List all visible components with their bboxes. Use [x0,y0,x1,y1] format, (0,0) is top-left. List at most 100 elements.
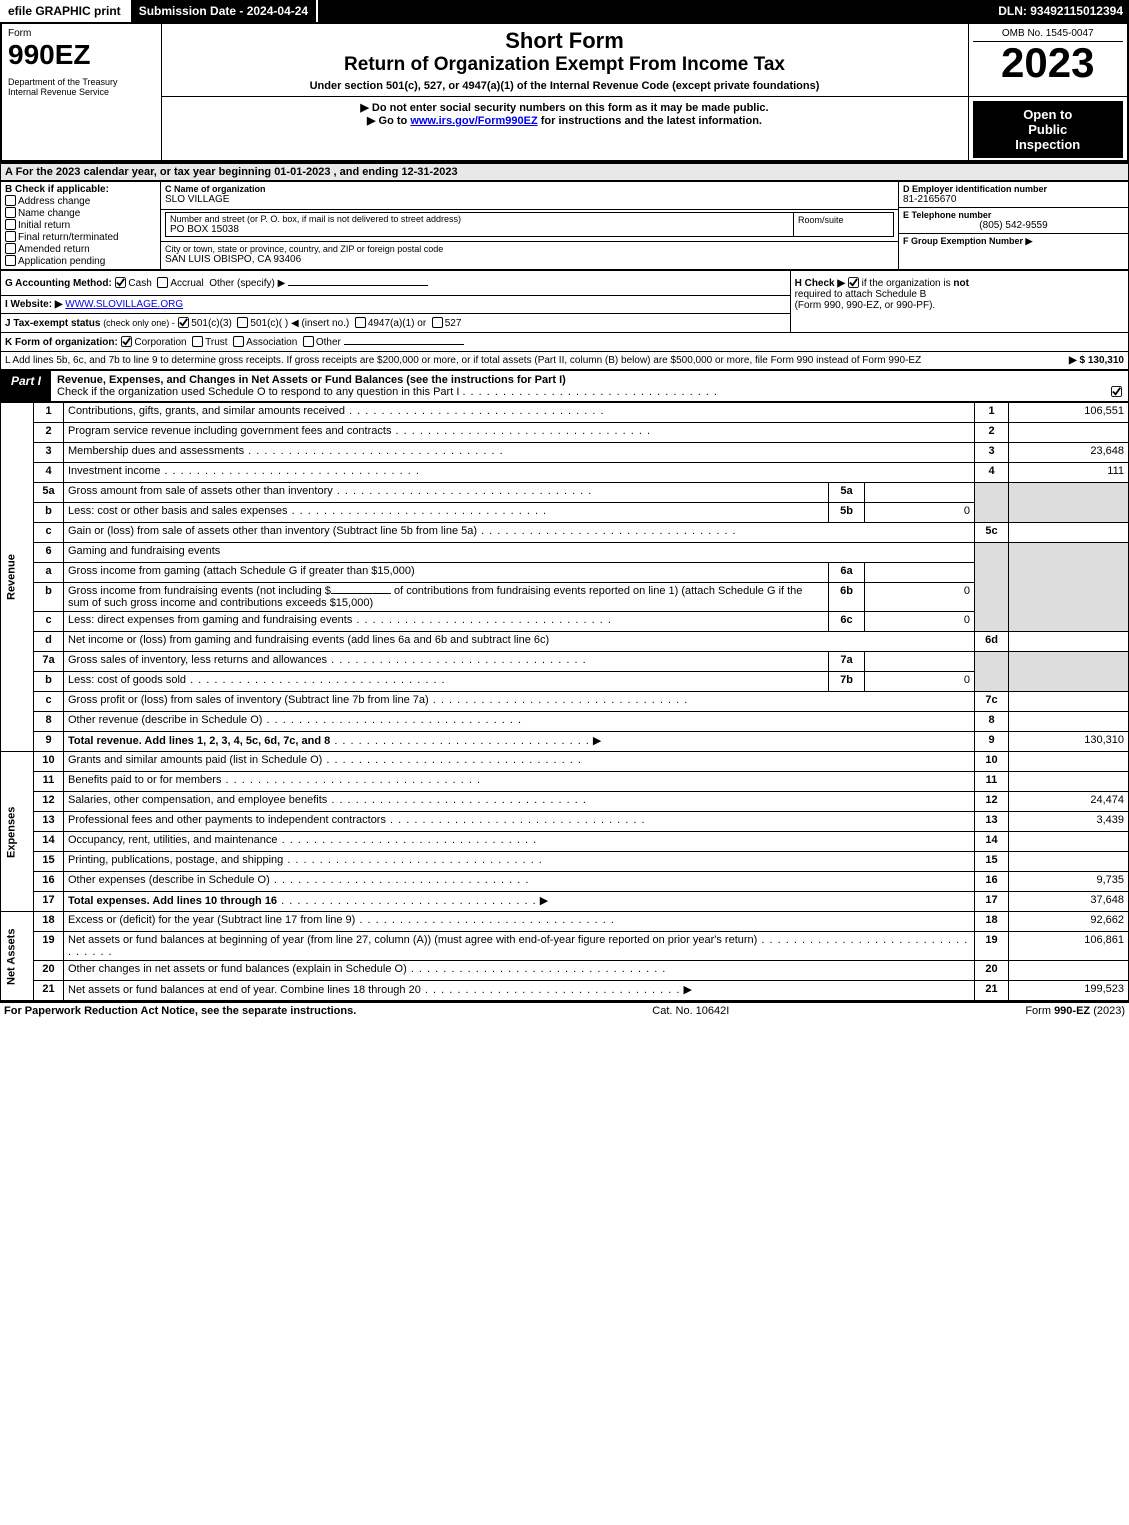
line-9-text: Total revenue. Add lines 1, 2, 3, 4, 5c,… [64,732,975,752]
line-5c-text: Gain or (loss) from sale of assets other… [64,523,975,543]
line-21-r: 21 [975,981,1009,1001]
line-12-amt: 24,474 [1009,792,1129,812]
line-1-num: 1 [34,403,64,423]
line-3-r: 3 [975,443,1009,463]
h-not: not [953,278,969,289]
checkbox-527[interactable] [432,317,443,328]
line-19-num: 19 [34,932,64,961]
line-5b-text: Less: cost or other basis and sales expe… [64,503,829,523]
line-2-num: 2 [34,423,64,443]
k-o4: Other [316,337,341,348]
f-label: F Group Exemption Number ▶ [903,236,1124,247]
b-opt6: Application pending [18,256,105,267]
line-18-amt: 92,662 [1009,912,1129,932]
checkbox-schedule-o[interactable] [1111,386,1122,398]
inspection-badge: Open to Public Inspection [973,101,1124,158]
checkbox-501c[interactable] [237,317,248,328]
g-accrual: Accrual [170,278,203,289]
line-2-amt [1009,423,1129,443]
line-12-text: Salaries, other compensation, and employ… [64,792,975,812]
org-info-block: B Check if applicable: Address change Na… [0,181,1129,270]
line-14-text: Occupancy, rent, utilities, and maintena… [64,832,975,852]
checkbox-4947[interactable] [355,317,366,328]
line-1-amt: 106,551 [1009,403,1129,423]
e-label: E Telephone number [903,210,1124,220]
checkbox-name-change[interactable] [5,207,16,218]
j-label: J Tax-exempt status [5,318,100,329]
checkbox-association[interactable] [233,336,244,347]
goto-line: ▶ Go to www.irs.gov/Form990EZ for instru… [170,114,960,127]
checkbox-501c3[interactable] [178,317,189,329]
line-5a-text: Gross amount from sale of assets other t… [64,483,829,503]
h-line3: (Form 990, 990-EZ, or 990-PF). [795,300,936,311]
line-7c-text: Gross profit or (loss) from sales of inv… [64,692,975,712]
line-7b-in: 7b [829,672,865,692]
line-5c-amt [1009,523,1129,543]
b-opt2: Name change [18,208,80,219]
subtitle: Under section 501(c), 527, or 4947(a)(1)… [170,80,960,92]
dots [462,386,718,398]
checkbox-application-pending[interactable] [5,255,16,266]
checkbox-address-change[interactable] [5,195,16,206]
dln-label: DLN: 93492115012394 [990,0,1129,22]
ssn-warning: ▶ Do not enter social security numbers o… [170,101,960,114]
form-header: Form 990EZ Department of the Treasury In… [0,22,1129,162]
line-18-r: 18 [975,912,1009,932]
line-7a-in: 7a [829,652,865,672]
contrib-input[interactable] [331,593,391,594]
line-11-text: Benefits paid to or for members [64,772,975,792]
top-bar: efile GRAPHIC print Submission Date - 20… [0,0,1129,22]
line-2-text: Program service revenue including govern… [64,423,975,443]
part1-header: Part I Revenue, Expenses, and Changes in… [0,370,1129,402]
g-cash: Cash [128,278,151,289]
line-7a-text: Gross sales of inventory, less returns a… [64,652,829,672]
checkbox-other-org[interactable] [303,336,314,347]
j-hint: (check only one) - [103,318,175,328]
line-17-text: Total expenses. Add lines 10 through 16 … [64,892,975,912]
line-20-num: 20 [34,961,64,981]
line-21-num: 21 [34,981,64,1001]
gray-7 [975,652,1009,692]
line-20-amt [1009,961,1129,981]
checkbox-amended-return[interactable] [5,243,16,254]
line-9-r: 9 [975,732,1009,752]
telephone-value: (805) 542-9559 [903,220,1124,231]
line-6b-in: 6b [829,583,865,612]
checkbox-cash[interactable] [115,277,126,289]
checkbox-accrual[interactable] [157,277,168,288]
checkbox-initial-return[interactable] [5,219,16,230]
irs-link[interactable]: www.irs.gov/Form990EZ [410,115,537,127]
checkbox-final-return[interactable] [5,231,16,242]
line-21-text: Net assets or fund balances at end of ye… [64,981,975,1001]
line-5a-in: 5a [829,483,865,503]
other-org-input[interactable] [344,344,464,345]
line-6b-num: b [34,583,64,612]
k-label: K Form of organization: [5,337,118,348]
line-16-text: Other expenses (describe in Schedule O) [64,872,975,892]
part1-table: Revenue 1 Contributions, gifts, grants, … [0,402,1129,1001]
k-o3: Association [246,337,297,348]
k-o1: Corporation [134,337,186,348]
checkbox-h[interactable] [848,277,859,289]
line-6a-ia [865,563,975,583]
line-4-num: 4 [34,463,64,483]
line-14-r: 14 [975,832,1009,852]
other-specify-input[interactable] [288,285,428,286]
line-7c-num: c [34,692,64,712]
line-11-num: 11 [34,772,64,792]
form-number: 990EZ [8,39,155,71]
gray-5 [975,483,1009,523]
line-15-text: Printing, publications, postage, and shi… [64,852,975,872]
line-19-amt: 106,861 [1009,932,1129,961]
line-5b-num: b [34,503,64,523]
i-label: I Website: ▶ [5,299,63,310]
checkbox-corporation[interactable] [121,336,132,348]
line-11-r: 11 [975,772,1009,792]
line-9-amt: 130,310 [1009,732,1129,752]
b-opt4: Final return/terminated [18,232,119,243]
checkbox-trust[interactable] [192,336,203,347]
line-6d-text: Net income or (loss) from gaming and fun… [64,632,975,652]
line-18-text: Excess or (deficit) for the year (Subtra… [64,912,975,932]
website-link[interactable]: WWW.SLOVILLAGE.ORG [65,299,183,310]
line-10-text: Grants and similar amounts paid (list in… [64,752,975,772]
